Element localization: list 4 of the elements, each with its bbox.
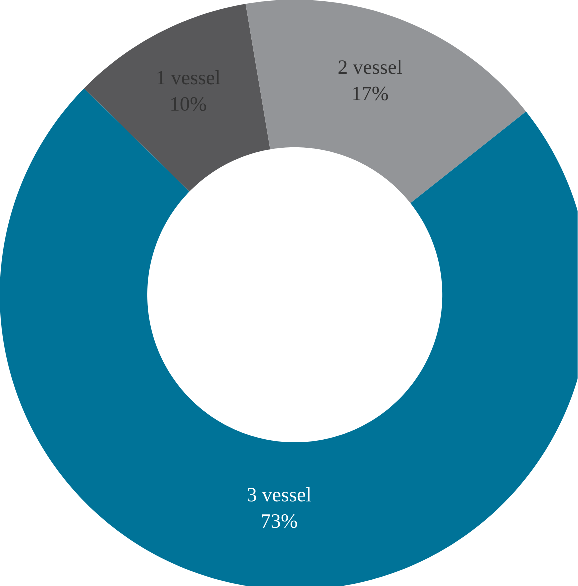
slice-label: 2 vessel xyxy=(338,60,402,74)
data-label: 73% xyxy=(262,514,298,528)
slice-label: 3 vessel xyxy=(248,488,312,502)
data-label: 17% xyxy=(354,86,388,101)
